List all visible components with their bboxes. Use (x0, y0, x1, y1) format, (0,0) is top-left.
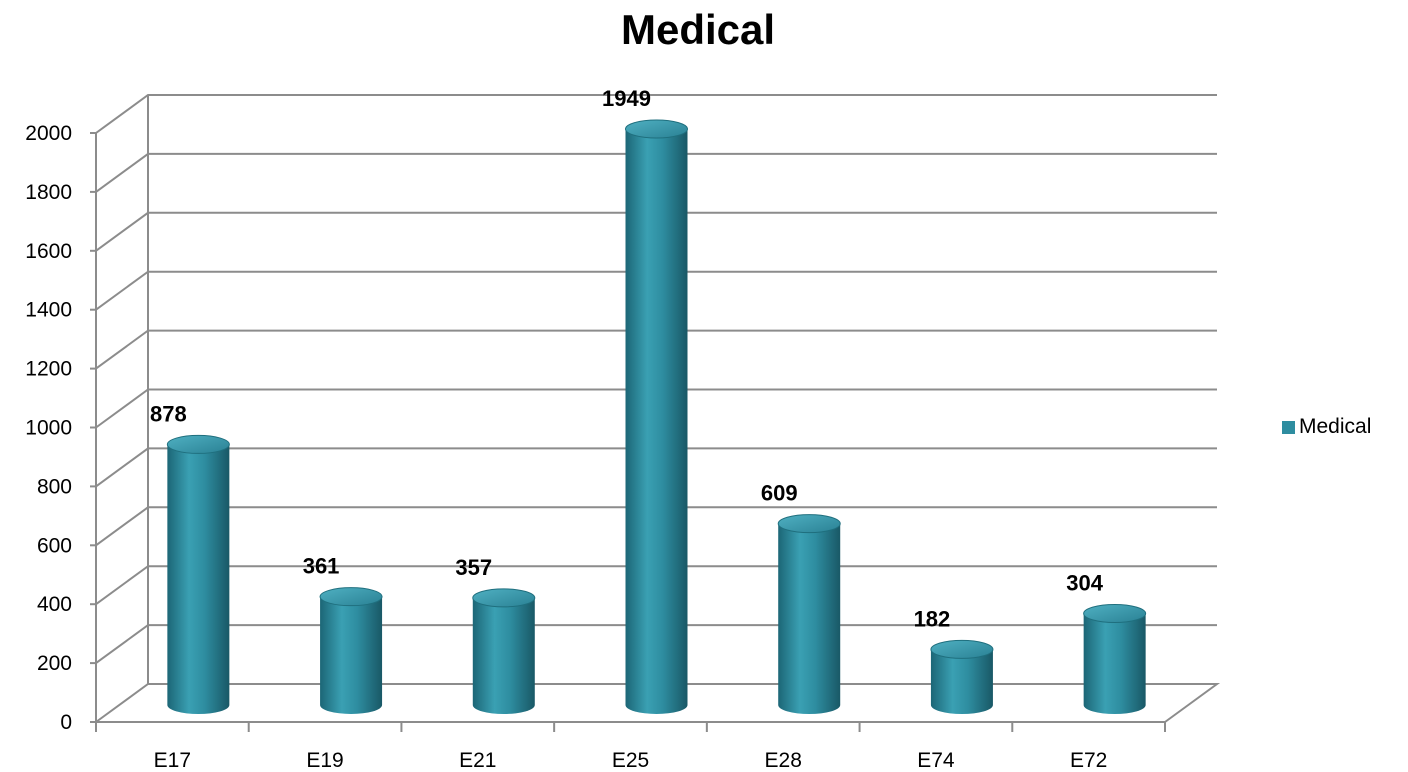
data-label: 1949 (602, 86, 651, 111)
data-label: 182 (914, 606, 951, 631)
bar-top (777, 514, 841, 534)
legend-label: Medical (1299, 415, 1372, 438)
bar (625, 119, 688, 714)
gridline (95, 506, 1217, 547)
bar (166, 434, 230, 714)
y-tick-label: 1400 (25, 299, 72, 322)
bar-body (320, 596, 383, 714)
x-tick-label: E74 (917, 749, 955, 772)
bar-body (1083, 613, 1146, 714)
bar-body (930, 649, 993, 714)
data-label: 304 (1066, 570, 1103, 595)
x-tick-label: E21 (459, 749, 496, 772)
bar-top (319, 587, 383, 607)
legend-swatch (1282, 420, 1295, 434)
gridline (95, 447, 1217, 488)
chart-title: Medical (620, 6, 776, 53)
x-tick-label: E17 (154, 749, 191, 772)
bar-body (778, 523, 841, 714)
gridline (95, 211, 1217, 252)
bar (319, 587, 383, 714)
legend: Medical (1282, 415, 1371, 439)
bar (472, 588, 536, 714)
data-label: 609 (761, 481, 798, 506)
y-tick-label: 1000 (25, 417, 72, 440)
y-tick-label: 1800 (25, 181, 72, 204)
bar-top (472, 588, 536, 608)
gridline (95, 94, 1217, 134)
y-tick-label: 400 (37, 593, 72, 616)
gridline (95, 565, 1217, 606)
gridline (95, 388, 1217, 429)
x-tick-label: E72 (1070, 749, 1107, 772)
gridline (95, 624, 1217, 664)
y-tick-label: 200 (37, 652, 72, 675)
data-label: 361 (303, 554, 340, 579)
data-label: 357 (455, 555, 492, 580)
bar-body (472, 597, 535, 714)
y-tick-label: 1200 (25, 358, 72, 381)
x-tick-label: E19 (306, 749, 343, 772)
bar-body (625, 129, 688, 714)
bar-top (625, 119, 688, 139)
gridline (95, 329, 1217, 370)
y-tick-label: 2000 (25, 122, 72, 145)
x-tick-label: E28 (765, 749, 802, 772)
bar (930, 639, 994, 714)
data-label: 878 (150, 401, 187, 426)
gridline (95, 270, 1217, 311)
bar-top (930, 639, 994, 659)
y-tick-label: 600 (37, 534, 72, 557)
gridline (95, 152, 1217, 193)
x-tick-label: E25 (612, 749, 649, 772)
bar-body (167, 444, 230, 714)
bar-top (166, 434, 230, 454)
y-tick-label: 0 (60, 711, 72, 734)
bar (1083, 603, 1147, 714)
y-tick-label: 1600 (25, 240, 72, 263)
bar (777, 514, 841, 714)
y-tick-label: 800 (37, 475, 72, 498)
bar-top (1083, 603, 1147, 623)
